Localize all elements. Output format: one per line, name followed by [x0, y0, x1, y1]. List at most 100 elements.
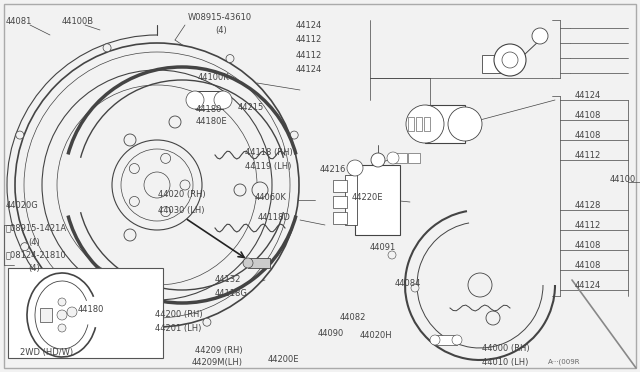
Circle shape: [486, 311, 500, 325]
Circle shape: [180, 180, 190, 190]
Text: 44108: 44108: [575, 241, 602, 250]
Text: 44124: 44124: [575, 280, 601, 289]
Text: 44108: 44108: [575, 260, 602, 269]
Bar: [395, 153, 407, 163]
Text: 44220E: 44220E: [352, 193, 383, 202]
Text: (4): (4): [28, 237, 40, 247]
Text: 44081: 44081: [6, 17, 33, 26]
Circle shape: [57, 310, 67, 320]
Text: (4): (4): [215, 26, 227, 35]
Text: 44132: 44132: [215, 276, 241, 285]
Text: 44084: 44084: [395, 279, 421, 288]
Circle shape: [16, 131, 24, 139]
Text: 44180: 44180: [78, 305, 104, 314]
Circle shape: [290, 131, 298, 139]
Text: 44128: 44128: [575, 201, 602, 209]
Circle shape: [406, 105, 444, 143]
Text: 44124: 44124: [296, 20, 323, 29]
Text: 44108: 44108: [575, 112, 602, 121]
Text: W08915-43610: W08915-43610: [188, 13, 252, 22]
Bar: [408, 117, 414, 131]
Text: 44124: 44124: [296, 65, 323, 74]
Bar: [425, 105, 465, 143]
Text: 44215: 44215: [238, 103, 264, 112]
Circle shape: [371, 153, 385, 167]
Text: 44118 (RH): 44118 (RH): [245, 148, 292, 157]
Text: 44201 (LH): 44201 (LH): [155, 324, 202, 334]
Bar: [355, 165, 400, 235]
Text: (4): (4): [28, 264, 40, 273]
Bar: [435, 335, 457, 345]
Circle shape: [448, 107, 482, 141]
Circle shape: [387, 152, 399, 164]
Bar: [40, 308, 52, 322]
Circle shape: [103, 318, 111, 326]
Circle shape: [124, 134, 136, 146]
Circle shape: [494, 44, 526, 76]
Text: 44100: 44100: [610, 174, 636, 183]
Text: 44020G: 44020G: [6, 201, 39, 209]
Circle shape: [234, 184, 246, 196]
Circle shape: [129, 164, 140, 174]
Circle shape: [103, 44, 111, 52]
Text: 44118G: 44118G: [215, 289, 248, 298]
Circle shape: [58, 324, 66, 332]
Text: Ⓑ08124-21810: Ⓑ08124-21810: [6, 250, 67, 260]
Circle shape: [502, 52, 518, 68]
Bar: [333, 212, 347, 224]
Text: 44209 (RH): 44209 (RH): [195, 346, 243, 355]
Text: 44200E: 44200E: [268, 356, 300, 365]
Text: 44090: 44090: [318, 328, 344, 337]
Bar: [8, 268, 163, 358]
Circle shape: [124, 229, 136, 241]
Text: 44119 (LH): 44119 (LH): [245, 163, 291, 171]
Text: 44112: 44112: [575, 151, 601, 160]
Circle shape: [186, 91, 204, 109]
Text: 44060K: 44060K: [255, 193, 287, 202]
Text: 44100B: 44100B: [62, 17, 94, 26]
Text: A···(009R: A···(009R: [548, 359, 580, 365]
Text: 44020 (RH): 44020 (RH): [158, 190, 205, 199]
Text: 44112: 44112: [296, 35, 323, 45]
Circle shape: [226, 55, 234, 62]
Circle shape: [532, 28, 548, 44]
Circle shape: [129, 196, 140, 206]
Bar: [195, 91, 223, 109]
Text: 44118D: 44118D: [258, 214, 291, 222]
Circle shape: [411, 284, 419, 292]
Text: Ⓧ08915-1421A: Ⓧ08915-1421A: [6, 224, 67, 232]
Text: 44100K: 44100K: [198, 74, 230, 83]
Text: 44180: 44180: [196, 106, 222, 115]
Text: 44108: 44108: [575, 131, 602, 141]
Bar: [333, 196, 347, 208]
Text: 44209M(LH): 44209M(LH): [192, 359, 243, 368]
Circle shape: [67, 307, 77, 317]
Text: 44082: 44082: [340, 314, 366, 323]
Text: 44124: 44124: [575, 92, 601, 100]
Circle shape: [161, 206, 171, 217]
Circle shape: [252, 182, 268, 198]
Circle shape: [169, 116, 181, 128]
Circle shape: [203, 318, 211, 326]
Circle shape: [112, 140, 202, 230]
Circle shape: [15, 43, 299, 327]
Text: 2WD (HD/W): 2WD (HD/W): [20, 347, 73, 356]
Bar: [482, 55, 502, 73]
Text: 44091: 44091: [370, 244, 396, 253]
Circle shape: [347, 160, 363, 176]
Circle shape: [388, 251, 396, 259]
Circle shape: [20, 243, 29, 251]
Bar: [416, 117, 422, 131]
Text: 44180E: 44180E: [196, 118, 228, 126]
Bar: [345, 175, 357, 225]
Bar: [333, 180, 347, 192]
Bar: [408, 153, 420, 163]
Circle shape: [243, 258, 253, 268]
Bar: [424, 117, 430, 131]
Text: 44112: 44112: [575, 221, 601, 230]
Circle shape: [161, 153, 171, 163]
Circle shape: [214, 91, 232, 109]
Text: 44112: 44112: [296, 51, 323, 60]
Text: 44216: 44216: [320, 166, 346, 174]
Text: 44010 (LH): 44010 (LH): [482, 357, 529, 366]
